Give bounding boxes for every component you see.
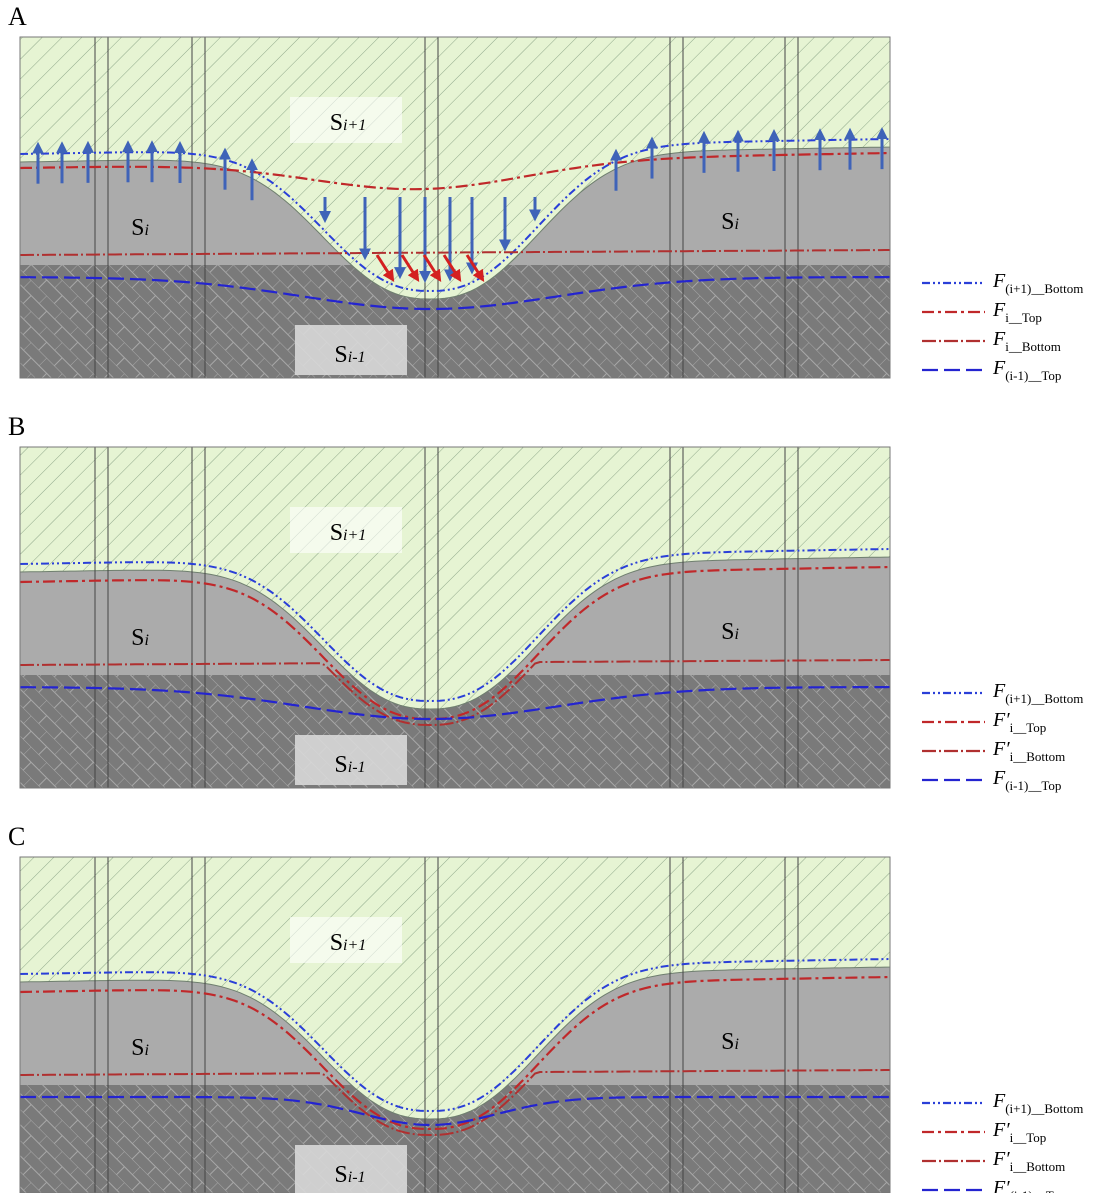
legend-subscript: i__Bottom [1010,749,1066,764]
layer-subscript: i [144,1042,148,1059]
legend-entry: F′i__Bottom [992,738,1065,764]
legend-entry: F(i+1)__Bottom [992,680,1083,706]
section [20,447,890,788]
legend-subscript: (i+1)__Bottom [1005,281,1083,296]
panel: BSi+1SiSiSi-1F(i+1)__BottomF′i__TopF′i__… [8,412,1083,793]
legend-entry: F′i__Bottom [992,1148,1065,1174]
panel-label: B [8,412,25,441]
layer-symbol: S [721,209,734,235]
layer-subscript: i [734,626,738,643]
layer-symbol: S [330,520,343,546]
legend-subscript: i__Bottom [1010,1159,1066,1174]
panel-label: C [8,822,25,851]
panel-label: A [8,2,27,31]
legend-subscript: (i+1)__Bottom [1005,1101,1083,1116]
layer-symbol: S [721,619,734,645]
layer-symbol: S [330,930,343,956]
layer-subscript: i [144,632,148,649]
legend-entry: Fi__Top [992,299,1042,325]
layer-subscript: i-1 [348,349,366,366]
layer-symbol: S [330,110,343,136]
legend-entry: F(i-1)__Top [992,357,1061,383]
legend-subscript: (i-1)__Top [1005,778,1061,793]
legend-symbol: F′ [992,1148,1010,1170]
legend-subscript: (i-1)__Top [1010,1188,1066,1193]
layer-symbol: S [131,1035,144,1061]
legend-entry: F′(i-1)__Top [992,1177,1066,1193]
legend-symbol: F [992,299,1006,321]
layer-symbol: S [334,752,347,778]
legend-symbol: F [992,680,1006,702]
legend-subscript: (i+1)__Bottom [1005,691,1083,706]
legend-entry: F(i+1)__Bottom [992,1090,1083,1116]
layer-subscript: i+1 [343,527,366,544]
legend-symbol: F [992,328,1006,350]
legend-symbol: F [992,357,1006,379]
legend-subscript: i__Top [1010,1130,1047,1145]
layer-subscript: i [734,1036,738,1053]
legend-entry: F(i-1)__Top [992,767,1061,793]
layer-symbol: S [334,342,347,368]
layer-symbol: S [131,625,144,651]
layer-symbol: S [131,215,144,241]
layer-symbol: S [721,1029,734,1055]
legend-entry: F(i+1)__Bottom [992,270,1083,296]
legend-entry: Fi__Bottom [992,328,1061,354]
layer-subscript: i [734,216,738,233]
legend-symbol: F′ [992,709,1010,731]
section [20,857,890,1193]
section [20,37,890,378]
legend-subscript: i__Bottom [1005,339,1061,354]
layer-subscript: i+1 [343,937,366,954]
layer-subscript: i-1 [348,759,366,776]
figure: ASi+1SiSiSi-1F(i+1)__BottomFi__TopFi__Bo… [0,0,1108,1193]
layer-subscript: i-1 [348,1169,366,1186]
legend-entry: F′i__Top [992,709,1046,735]
legend-symbol: F′ [992,1119,1010,1141]
layer-subscript: i [144,222,148,239]
legend-symbol: F [992,1090,1006,1112]
layer-symbol: S [334,1162,347,1188]
legend-subscript: i__Top [1005,310,1042,325]
legend-symbol: F′ [992,1177,1010,1193]
legend-symbol: F [992,270,1006,292]
legend-subscript: i__Top [1010,720,1047,735]
legend-symbol: F [992,767,1006,789]
layer-subscript: i+1 [343,117,366,134]
legend-entry: F′i__Top [992,1119,1046,1145]
legend-symbol: F′ [992,738,1010,760]
legend-subscript: (i-1)__Top [1005,368,1061,383]
